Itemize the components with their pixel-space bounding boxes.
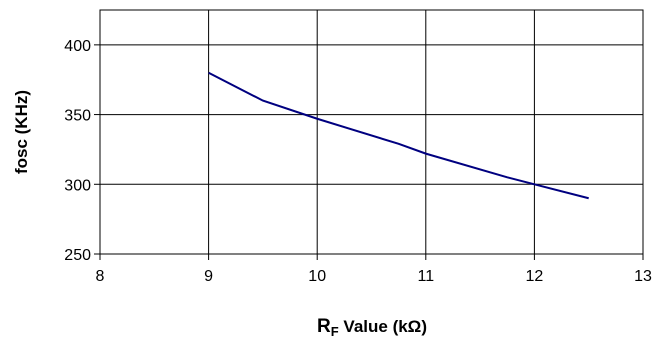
y-tick-label: 300 bbox=[64, 177, 91, 194]
x-tick-label: 9 bbox=[204, 268, 213, 285]
y-tick-labels: 250 300 350 400 bbox=[64, 38, 100, 264]
y-tick-label: 350 bbox=[64, 108, 91, 125]
x-tick-labels: 8 9 10 11 12 13 bbox=[96, 254, 652, 285]
x-tick-label: 10 bbox=[308, 268, 326, 285]
x-axis-title: RF Value (kΩ) bbox=[317, 316, 427, 339]
series-line bbox=[208, 71, 589, 200]
y-tick-label: 400 bbox=[64, 38, 91, 55]
x-axis-title-main: R bbox=[317, 316, 331, 337]
x-tick-label: 8 bbox=[96, 268, 105, 285]
x-tick-label: 12 bbox=[526, 268, 544, 285]
y-tick-label: 250 bbox=[64, 247, 91, 264]
x-axis-title-subscript: F bbox=[331, 324, 339, 339]
x-axis-title-rest: Value (kΩ) bbox=[339, 317, 427, 336]
grid bbox=[99, 10, 644, 255]
x-tick-label: 11 bbox=[417, 268, 434, 285]
x-tick-label: 13 bbox=[634, 268, 652, 285]
y-axis-title: fosc (KHz) bbox=[12, 90, 31, 174]
plot-frame bbox=[99, 9, 644, 255]
